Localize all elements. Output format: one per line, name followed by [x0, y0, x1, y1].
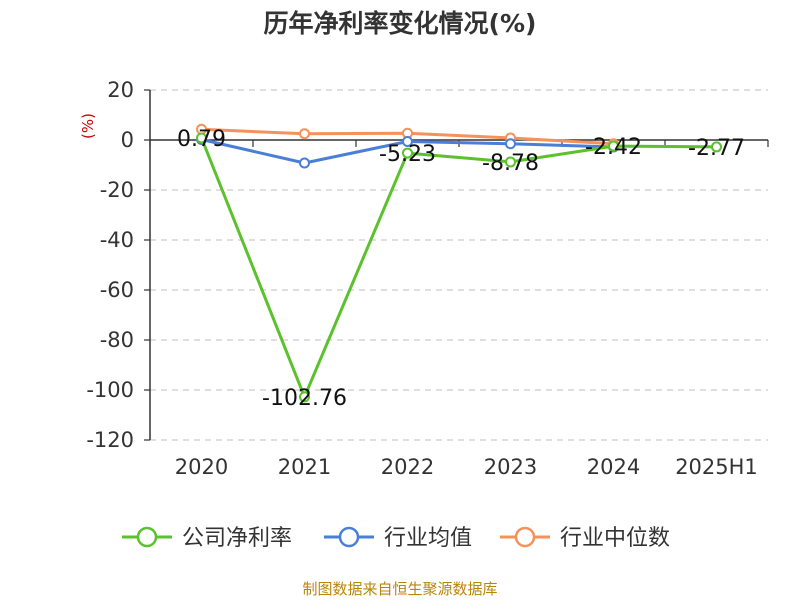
data-point[interactable]	[299, 128, 310, 140]
x-tick-label: 2021	[278, 455, 331, 479]
data-label: -8.78	[482, 151, 539, 176]
series-lines	[196, 123, 722, 403]
data-point[interactable]	[608, 140, 619, 152]
data-label: -2.77	[688, 136, 745, 161]
y-tick-label: -40	[100, 228, 134, 252]
grid-lines	[144, 89, 768, 441]
x-tick-label: 2023	[484, 455, 537, 479]
data-point[interactable]	[711, 141, 722, 153]
data-point[interactable]	[402, 147, 413, 159]
data-label: -2.42	[585, 135, 642, 160]
data-point[interactable]	[196, 132, 207, 144]
y-tick-label: 20	[107, 78, 134, 102]
data-point[interactable]	[299, 391, 310, 403]
chart-title: 历年净利率变化情况(%)	[263, 9, 537, 38]
legend-item[interactable]: 公司净利率	[122, 526, 292, 551]
x-tick-labels: 2020 2021 2022 2023 2024 2025H1	[175, 455, 758, 479]
data-point[interactable]	[505, 138, 516, 150]
y-tick-label: -80	[100, 328, 134, 352]
data-point[interactable]	[505, 156, 516, 168]
legend[interactable]: 公司净利率 行业均值 行业中位数	[122, 526, 670, 551]
data-label: -102.76	[262, 386, 347, 411]
legend-label: 行业中位数	[560, 526, 670, 551]
data-point[interactable]	[402, 136, 413, 147]
legend-item[interactable]: 行业均值	[324, 526, 472, 551]
legend-marker	[514, 526, 536, 548]
y-tick-label: -20	[100, 178, 134, 202]
y-tick-label: -100	[86, 378, 134, 402]
data-label: -5.23	[379, 142, 436, 167]
data-point[interactable]	[299, 157, 310, 169]
data-labels: 0.79 -102.76 -5.23 -8.78 -2.42 -2.77	[177, 127, 745, 411]
y-unit-label: (%)	[79, 113, 97, 139]
legend-label: 公司净利率	[182, 526, 292, 551]
legend-marker	[338, 526, 360, 548]
y-tick-label: -60	[100, 278, 134, 302]
x-tick-label: 2022	[381, 455, 434, 479]
legend-marker	[136, 526, 158, 548]
y-tick-label: 0	[121, 128, 134, 152]
x-tick-label: 2020	[175, 455, 228, 479]
y-tick-labels: 20 0 -20 -40 -60 -80 -100 -120	[86, 78, 134, 452]
y-tick-label: -120	[86, 428, 134, 452]
series-line	[200, 137, 717, 399]
x-tick-label: 2024	[587, 455, 640, 479]
legend-item[interactable]: 行业中位数	[500, 526, 670, 551]
x-tick-label: 2025H1	[675, 455, 758, 479]
source-note: 制图数据来自恒生聚源数据库	[302, 580, 498, 598]
data-label: 0.79	[177, 127, 226, 152]
legend-label: 行业均值	[384, 526, 472, 551]
